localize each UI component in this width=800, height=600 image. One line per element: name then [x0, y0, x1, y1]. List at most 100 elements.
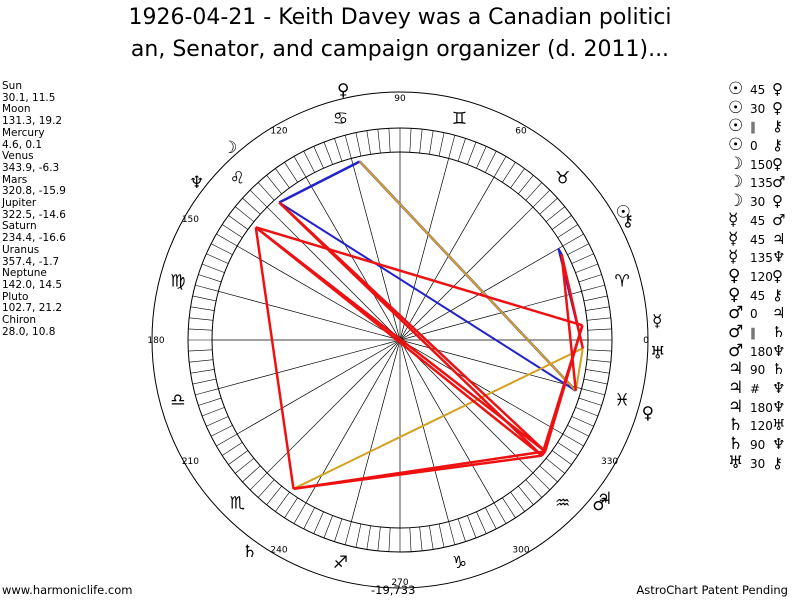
- degree-tick: [293, 502, 307, 524]
- aspect-planet-1: ♀: [728, 284, 741, 305]
- degree-tick: [216, 433, 238, 447]
- aspect-row: ☽ 135♂: [728, 173, 785, 192]
- degree-tick: [275, 491, 290, 512]
- planet-positions-list: Sun 30.1, 11.5 Moon 131.3, 19.2 Mercury …: [2, 80, 66, 338]
- degree-tick: [303, 507, 315, 530]
- degree-tick: [388, 527, 391, 552]
- degree-tick: [545, 206, 565, 222]
- planet-glyph: ♀: [642, 404, 654, 424]
- zodiac-sign-glyph: ♊: [452, 109, 467, 129]
- degree-label: 0: [643, 336, 649, 346]
- degree-tick: [388, 128, 391, 153]
- degree-label: 90: [394, 94, 406, 104]
- aspect-type: 90: [750, 438, 766, 453]
- degree-tick: [201, 407, 225, 417]
- aspect-type: 150: [750, 157, 773, 172]
- planet-glyph: ☽: [222, 138, 237, 158]
- degree-tick: [485, 150, 497, 173]
- degree-tick: [303, 150, 315, 173]
- aspect-planet-1: ♂: [728, 340, 744, 361]
- aspect-line: [359, 160, 577, 392]
- footer-website: www.harmoniclife.com: [2, 583, 133, 597]
- aspect-row: ☿ 45 ♃: [728, 229, 786, 249]
- aspect-row: ♃ 90 ♄: [728, 360, 785, 379]
- degree-tick: [429, 525, 434, 550]
- degree-tick: [257, 182, 275, 201]
- degree-tick: [571, 416, 594, 427]
- degree-tick: [518, 175, 534, 195]
- aspect-planet-1: ♂: [728, 321, 744, 342]
- aspect-type: 30: [750, 456, 766, 471]
- degree-tick: [583, 378, 608, 385]
- planet-name-mars: Mars: [2, 173, 28, 186]
- degree-tick: [313, 146, 324, 169]
- aspect-row: ♃ 180♆: [728, 397, 785, 417]
- degree-tick: [457, 138, 466, 162]
- aspect-planet-2: ⚷: [772, 117, 783, 136]
- degree-tick: [575, 407, 599, 417]
- aspect-planet-1: ☽: [728, 172, 744, 193]
- degree-label: 180: [147, 336, 164, 346]
- planet-glyph: ♂: [592, 495, 607, 515]
- aspect-planet-2: ⚷: [772, 285, 783, 304]
- aspect-row: ☉ 30 ♀: [728, 98, 785, 118]
- aspect-planet-1: ☿: [728, 209, 739, 230]
- aspect-type: ∥: [750, 120, 756, 135]
- planet-name-venus: Venus: [2, 150, 34, 163]
- degree-tick: [275, 168, 290, 189]
- aspect-type: 45: [750, 288, 766, 303]
- degree-tick: [438, 523, 445, 548]
- degree-tick: [562, 433, 584, 447]
- degree-tick: [581, 284, 605, 292]
- aspect-planet-2: ♆: [772, 379, 786, 397]
- degree-tick: [242, 465, 261, 483]
- degree-tick: [222, 224, 243, 238]
- aspect-planet-2: ♀: [772, 192, 783, 211]
- degree-tick: [266, 485, 282, 505]
- planet-values-venus: 343.9, -6.3: [2, 161, 60, 174]
- degree-tick: [467, 515, 477, 539]
- aspect-line: [557, 247, 563, 255]
- degree-tick: [539, 197, 558, 215]
- degree-tick: [195, 284, 219, 292]
- aspect-line: [540, 450, 547, 457]
- zodiac-sign-glyph: ♋: [333, 109, 348, 129]
- aspect-planet-1: ♄: [728, 415, 744, 436]
- degree-tick: [210, 425, 233, 437]
- aspect-type: 120: [750, 269, 773, 284]
- aspect-planet-2: ♀: [772, 98, 783, 117]
- planet-values-jupiter: 322.5, -14.6: [2, 208, 66, 221]
- aspect-planet-1: ♅: [728, 452, 744, 473]
- degree-tick: [493, 156, 507, 178]
- degree-tick: [409, 527, 412, 552]
- aspect-type: 135: [750, 176, 773, 191]
- aspect-row: ♂ ∥ ♄: [728, 323, 785, 342]
- planet-glyph: ♆: [189, 173, 204, 193]
- zodiac-sign-glyph: ♍: [170, 271, 185, 291]
- planet-name-uranus: Uranus: [2, 243, 40, 256]
- planet-name-neptune: Neptune: [2, 267, 47, 280]
- planet-name-jupiter: Jupiter: [2, 197, 37, 210]
- aspect-type: 45: [750, 232, 766, 247]
- zodiac-sign-glyph: ♏: [230, 494, 245, 514]
- degree-tick: [532, 189, 551, 208]
- aspect-planet-2: ⚷: [772, 136, 783, 155]
- aspect-type: 45: [750, 213, 766, 228]
- planet-values-mercury: 4.6, 0.1: [2, 138, 43, 151]
- aspect-planet-2: ♃: [772, 229, 786, 248]
- degree-tick: [366, 130, 371, 155]
- degree-tick: [583, 295, 608, 302]
- planet-values-chiron: 28.0, 10.8: [2, 325, 56, 338]
- degree-label: 330: [601, 457, 618, 467]
- degree-tick: [567, 243, 590, 255]
- degree-tick: [235, 458, 255, 474]
- footer-patent: AstroChart Patent Pending: [636, 583, 788, 597]
- degree-tick: [195, 388, 219, 396]
- degree-tick: [578, 397, 602, 406]
- degree-label: 120: [270, 126, 287, 136]
- aspect-row: ♃ # ♆: [728, 379, 785, 398]
- degree-tick: [198, 274, 222, 283]
- degree-tick: [249, 189, 268, 208]
- degree-tick: [190, 369, 215, 374]
- degree-tick: [188, 349, 213, 352]
